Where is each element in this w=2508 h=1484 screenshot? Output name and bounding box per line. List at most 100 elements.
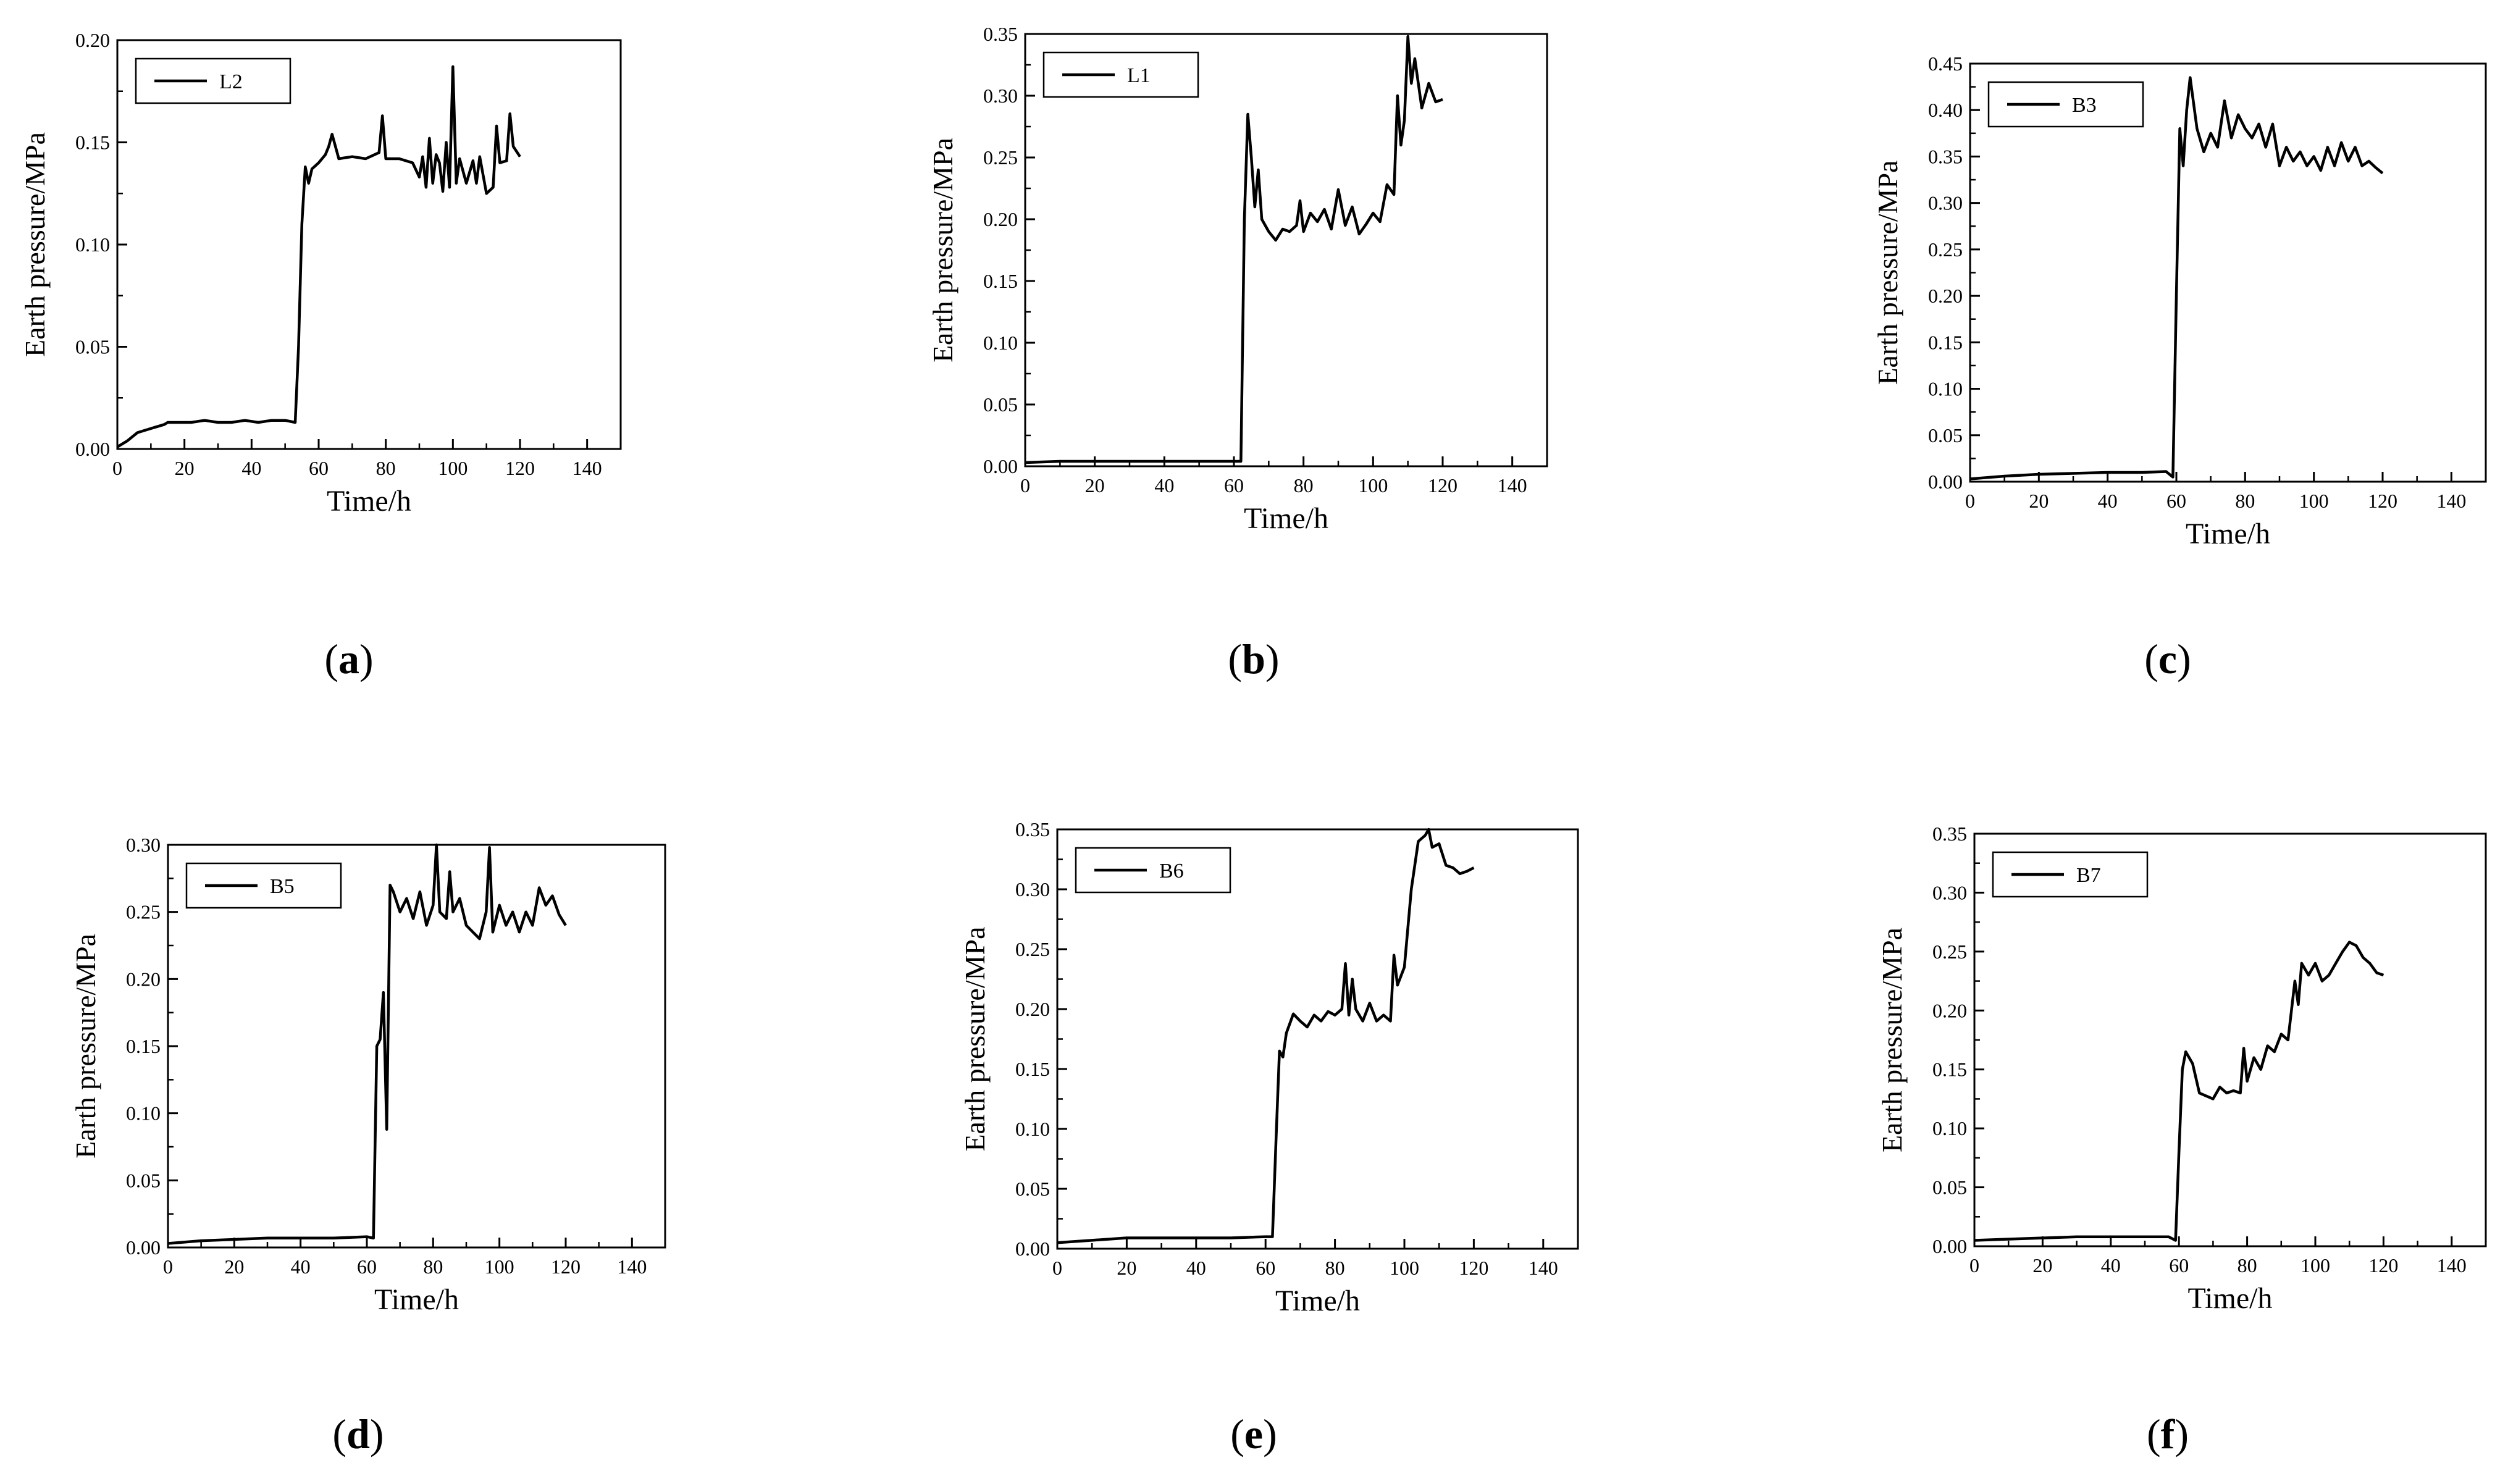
y-tick-label: 0.20 <box>75 29 110 51</box>
y-tick-label: 0.10 <box>126 1102 161 1125</box>
x-tick-label: 140 <box>1529 1257 1558 1279</box>
panel-label: (b) <box>1228 635 1279 682</box>
series-line-b7 <box>1974 941 2384 1242</box>
x-tick-label: 80 <box>2237 1254 2257 1276</box>
x-tick-label: 60 <box>309 457 329 479</box>
x-tick-label: 40 <box>241 457 261 479</box>
x-tick-label: 0 <box>163 1256 173 1278</box>
y-tick-label: 0.25 <box>1932 941 1967 963</box>
y-tick-label: 0.20 <box>126 968 161 990</box>
x-tick-label: 60 <box>2169 1254 2189 1276</box>
y-tick-label: 0.10 <box>1928 378 1963 400</box>
panel-label: (e) <box>1230 1411 1277 1457</box>
x-tick-label: 20 <box>1085 474 1105 497</box>
y-tick-label: 0.05 <box>75 336 110 358</box>
y-axis-label: Earth pressure/MPa <box>70 934 101 1159</box>
y-tick-label: 0.35 <box>983 23 1018 45</box>
y-tick-label: 0.05 <box>1015 1178 1050 1200</box>
y-tick-label: 0.30 <box>1928 192 1963 214</box>
x-axis-label: Time/h <box>2188 1282 2273 1315</box>
x-tick-label: 100 <box>1358 474 1388 497</box>
y-tick-label: 0.00 <box>75 438 110 460</box>
y-tick-label: 0.05 <box>1928 424 1963 446</box>
x-tick-label: 100 <box>2299 490 2329 512</box>
y-tick-label: 0.05 <box>1932 1176 1967 1199</box>
y-tick-label: 0.10 <box>75 233 110 256</box>
series-line-l1 <box>1025 35 1443 464</box>
x-tick-label: 120 <box>1428 474 1457 497</box>
x-tick-label: 60 <box>1256 1257 1275 1279</box>
y-axis-label: Earth pressure/MPa <box>927 138 958 363</box>
y-tick-label: 0.30 <box>1932 881 1967 903</box>
y-tick-label: 0.15 <box>983 270 1018 292</box>
y-tick-label: 0.00 <box>126 1236 161 1259</box>
y-tick-label: 0.15 <box>1015 1058 1050 1080</box>
y-axis-label: Earth pressure/MPa <box>19 132 51 357</box>
y-tick-label: 0.35 <box>1932 823 1967 845</box>
x-tick-label: 40 <box>2098 490 2118 512</box>
panel-label: (d) <box>332 1411 384 1457</box>
chart-panel-3: 0 20 40 60 80 100 120 140 0.00 0.05 0.10 0.15 0.20 0.… <box>1872 52 2487 682</box>
x-tick-label: 0 <box>112 457 122 479</box>
y-tick-label: 0.00 <box>1928 471 1963 493</box>
x-tick-label: 120 <box>505 457 535 479</box>
y-tick-label: 0.10 <box>1015 1118 1050 1140</box>
y-tick-label: 0.15 <box>1932 1059 1967 1081</box>
x-tick-label: 140 <box>1498 474 1527 497</box>
x-tick-label: 140 <box>2436 490 2466 512</box>
y-tick-label: 0.15 <box>1928 331 1963 353</box>
chart-panel-2: 0 20 40 60 80 100 120 140 0.00 0.05 0.10 0.15 0.20 0.… <box>927 23 1548 682</box>
y-tick-label: 0.00 <box>983 455 1018 477</box>
x-tick-label: 120 <box>551 1256 581 1278</box>
y-tick-label: 0.15 <box>75 132 110 154</box>
y-tick-label: 0.20 <box>1932 999 1967 1021</box>
x-tick-label: 40 <box>1154 474 1174 497</box>
x-tick-label: 60 <box>2166 490 2186 512</box>
y-tick-label: 0.45 <box>1928 52 1963 75</box>
x-axis-label: Time/h <box>2186 518 2270 550</box>
x-tick-label: 100 <box>438 457 468 479</box>
y-tick-label: 0.30 <box>1015 878 1050 900</box>
y-tick-label: 0.25 <box>126 901 161 923</box>
y-tick-label: 0.25 <box>1015 938 1050 960</box>
x-tick-label: 80 <box>1294 474 1314 497</box>
y-tick-label: 0.20 <box>1928 285 1963 307</box>
x-tick-label: 100 <box>2300 1254 2330 1276</box>
x-axis-label: Time/h <box>1244 502 1328 535</box>
x-axis-label: Time/h <box>327 485 411 518</box>
y-axis-label: Earth pressure/MPa <box>959 926 991 1151</box>
y-tick-label: 0.15 <box>126 1035 161 1057</box>
series-line-l2 <box>116 65 521 448</box>
x-tick-label: 80 <box>423 1256 443 1278</box>
x-tick-label: 140 <box>572 457 602 479</box>
panel-label: (a) <box>324 635 373 682</box>
x-tick-label: 120 <box>1459 1257 1488 1279</box>
y-tick-label: 0.20 <box>983 208 1018 230</box>
x-tick-label: 20 <box>2029 490 2049 512</box>
chart-panel-5: 0 20 40 60 80 100 120 140 0.00 0.05 0.10 0.15 0.20 0.… <box>959 818 1579 1457</box>
x-axis-label: Time/h <box>1275 1285 1360 1317</box>
chart-panel-1: 0 20 40 60 80 100 120 140 0.00 0.05 0.10 0.15 0.20 Ti… <box>19 29 622 682</box>
x-tick-label: 20 <box>175 457 195 479</box>
x-tick-label: 20 <box>1117 1257 1136 1279</box>
x-tick-label: 20 <box>224 1256 244 1278</box>
legend-entry: B6 <box>1159 860 1184 882</box>
y-tick-label: 0.35 <box>1015 818 1050 841</box>
x-tick-label: 60 <box>1224 474 1244 497</box>
plot-frame <box>1024 33 1548 467</box>
x-tick-label: 40 <box>2101 1254 2121 1276</box>
y-tick-label: 0.05 <box>126 1169 161 1191</box>
x-tick-label: 80 <box>1325 1257 1345 1279</box>
y-tick-label: 0.25 <box>1928 238 1963 261</box>
legend-entry: L2 <box>219 70 243 93</box>
y-tick-label: 0.05 <box>983 393 1018 416</box>
legend-entry: B3 <box>2072 94 2097 117</box>
x-tick-label: 140 <box>2437 1254 2467 1276</box>
x-axis-label: Time/h <box>374 1283 459 1316</box>
legend-entry: L1 <box>1127 64 1151 87</box>
y-tick-label: 0.35 <box>1928 145 1963 167</box>
series-line-b3 <box>1969 76 2384 480</box>
y-tick-label: 0.00 <box>1932 1235 1967 1257</box>
y-tick-label: 0.10 <box>1932 1117 1967 1139</box>
